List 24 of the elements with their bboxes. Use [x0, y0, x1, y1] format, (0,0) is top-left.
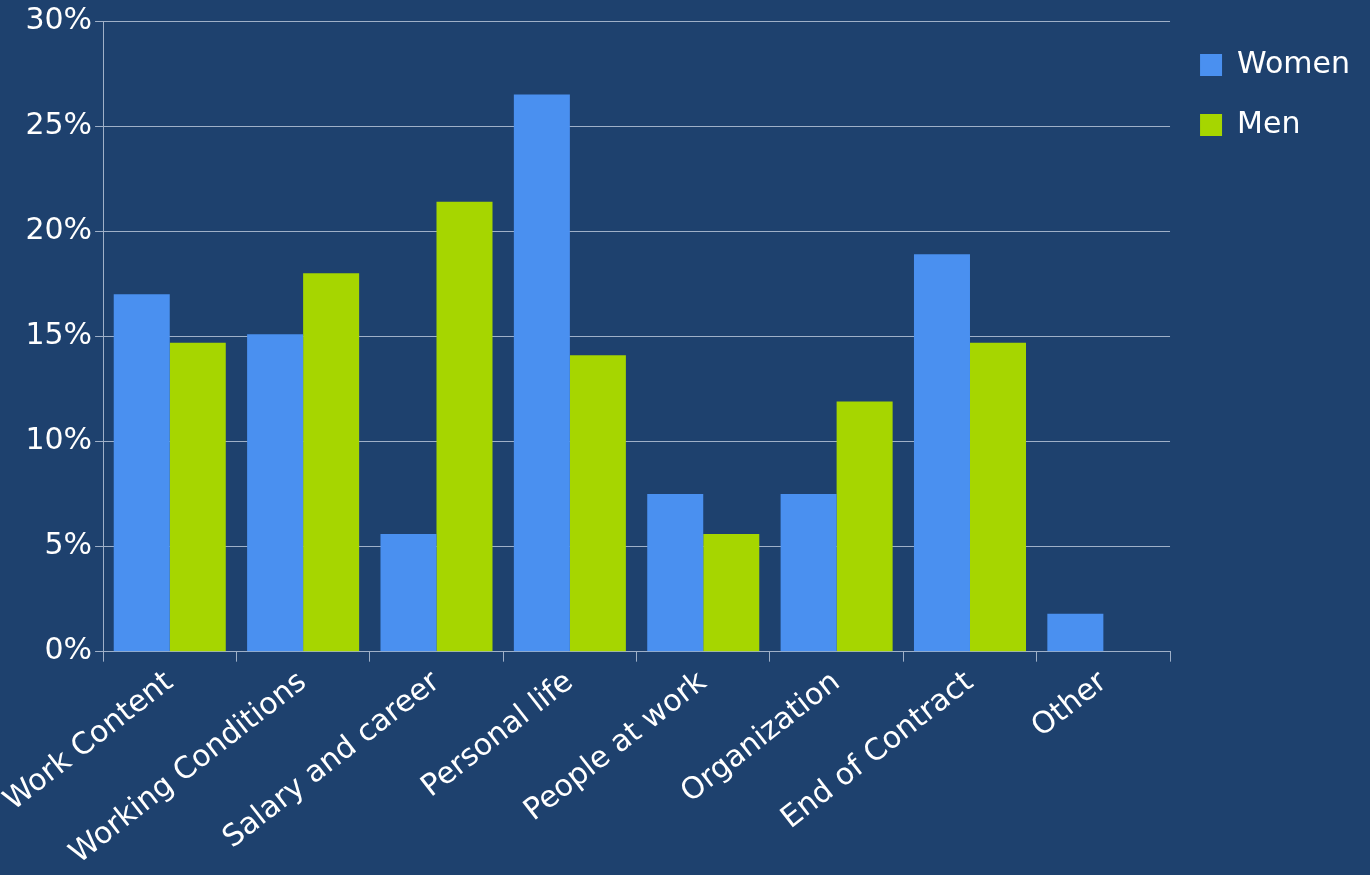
y-tick-label: 15%	[25, 316, 93, 352]
bar	[436, 201, 493, 652]
legend-label: Men	[1237, 104, 1301, 140]
bar	[380, 533, 437, 652]
y-tick-label: 20%	[25, 211, 93, 247]
bar	[569, 355, 626, 652]
y-tick-label: 10%	[25, 421, 93, 457]
bar	[647, 494, 704, 652]
legend-label: Women	[1237, 44, 1351, 80]
bar	[247, 334, 304, 652]
bar	[113, 294, 170, 652]
bar	[169, 342, 226, 652]
bar	[836, 401, 893, 652]
bar	[513, 94, 570, 652]
bar	[1047, 613, 1104, 652]
bar	[780, 494, 837, 652]
y-tick-label: 5%	[44, 526, 93, 562]
y-tick-label: 25%	[25, 105, 93, 141]
bar	[703, 533, 760, 652]
bar	[969, 342, 1026, 652]
y-tick-label: 30%	[25, 0, 93, 36]
bar	[913, 254, 970, 652]
bar	[303, 273, 360, 652]
y-tick-label: 0%	[44, 631, 93, 667]
